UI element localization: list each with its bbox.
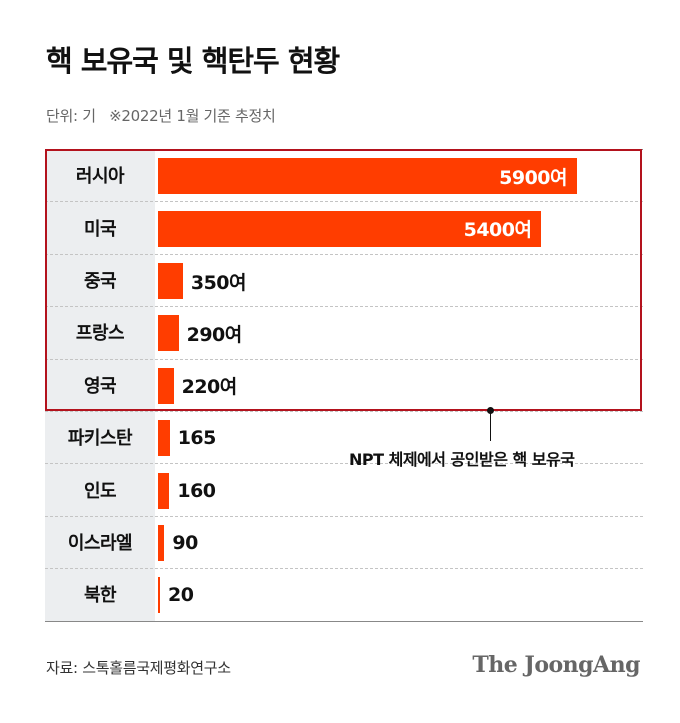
row-separator <box>45 515 643 517</box>
category-label: 프랑스 <box>75 323 125 345</box>
bar <box>158 525 165 561</box>
value-label: 165 <box>177 427 217 450</box>
value-label: 220여 <box>181 376 238 399</box>
row-separator <box>45 568 643 570</box>
category-label: 북한 <box>83 585 117 607</box>
bar <box>158 210 542 247</box>
category-label: 중국 <box>83 271 117 292</box>
annotation-leader-line <box>490 411 491 441</box>
bar <box>158 367 174 404</box>
npt-annotation: NPT 체제에서 공인받은 핵 보유국 <box>349 450 575 469</box>
value-label: 5400여 <box>463 219 532 242</box>
category-label-column <box>45 149 155 622</box>
row-separator <box>45 201 643 203</box>
bar <box>158 577 160 614</box>
bar <box>158 420 170 457</box>
npt-highlight-box <box>45 149 642 411</box>
value-label: 20 <box>168 584 194 607</box>
row-separator <box>45 463 643 465</box>
bar <box>158 472 170 509</box>
category-label: 인도 <box>83 480 117 502</box>
value-label: 90 <box>172 532 198 554</box>
bar <box>158 263 183 299</box>
category-label: 미국 <box>83 218 117 240</box>
publisher-logo: The JoongAng <box>472 652 640 678</box>
value-label: 5900여 <box>499 166 567 189</box>
category-label: 파키스탄 <box>67 428 133 450</box>
category-label: 이스라엘 <box>67 533 133 554</box>
chart-title: 핵 보유국 및 핵탄두 현황 <box>46 44 340 78</box>
row-separator <box>45 358 643 360</box>
row-separator <box>45 306 643 308</box>
bar <box>158 158 577 195</box>
value-label: 290여 <box>186 323 243 346</box>
value-label: 160 <box>177 479 216 502</box>
row-separator <box>45 411 643 412</box>
value-label: 350여 <box>190 271 247 294</box>
source-note: 자료: 스톡홀름국제평화연구소 <box>46 659 231 677</box>
unit-note: 단위: 기 ※2022년 1월 기준 추정치 <box>46 107 276 125</box>
category-label: 러시아 <box>75 166 125 188</box>
bottom-rule <box>45 621 643 622</box>
bar <box>158 315 179 352</box>
row-separator <box>45 253 643 255</box>
annotation-dot <box>487 407 494 414</box>
category-label: 영국 <box>83 375 117 397</box>
